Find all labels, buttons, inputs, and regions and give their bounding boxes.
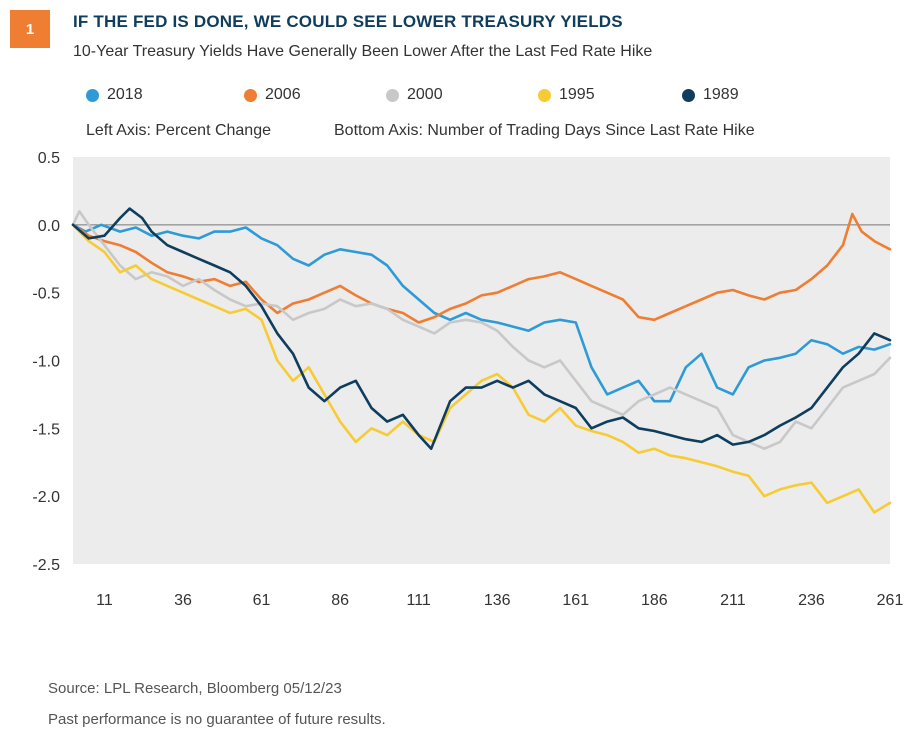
series-line-2000: [71, 210, 892, 450]
legend-label-1995: 1995: [559, 86, 595, 103]
x-tick-label: 161: [562, 592, 589, 609]
legend-marker-1989: [682, 88, 695, 102]
x-tick-label: 236: [798, 592, 825, 609]
legend-item-2018: 2018: [86, 86, 143, 104]
x-tick-label: 86: [331, 592, 349, 609]
series-line-2018: [71, 223, 892, 403]
series-line-2006: [71, 212, 892, 324]
chart-title: IF THE FED IS DONE, WE COULD SEE LOWER T…: [73, 12, 623, 31]
legend-marker-2018: [86, 88, 99, 102]
x-tick-label: 211: [720, 592, 746, 609]
source-note: Source: LPL Research, Bloomberg 05/12/23: [48, 680, 342, 697]
y-tick-label: -0.5: [32, 286, 60, 303]
legend-label-1989: 1989: [703, 86, 739, 103]
x-tick-label: 136: [484, 592, 511, 609]
legend-item-2000: 2000: [386, 86, 443, 104]
line-chart: 0.5 0.0 -0.5 -1.0 -1.5 -2.0 -2.5 11 36 61 86 111 136…: [32, 150, 904, 609]
legend-item-1995: 1995: [538, 86, 595, 104]
bottom-axis-note: Bottom Axis: Number of Trading Days Sinc…: [334, 122, 755, 139]
x-tick-label: 61: [253, 592, 271, 609]
y-tick-label: -1.0: [32, 354, 60, 371]
y-tick-label: -1.5: [32, 421, 60, 438]
legend-item-1989: 1989: [682, 86, 739, 104]
legend-marker-2006: [244, 88, 257, 102]
legend: 2018 2006 2000 1995 1989: [86, 86, 826, 108]
series-line-1989: [71, 207, 892, 450]
legend-item-2006: 2006: [244, 86, 301, 104]
legend-marker-2000: [386, 88, 399, 102]
x-tick-label: 111: [406, 592, 430, 609]
x-tick-label: 36: [174, 592, 192, 609]
disclaimer: Past performance is no guarantee of futu…: [48, 711, 386, 728]
x-tick-label: 186: [641, 592, 668, 609]
left-axis-note: Left Axis: Percent Change: [86, 122, 271, 139]
legend-label-2006: 2006: [265, 86, 301, 103]
figure-number: 1: [25, 20, 35, 38]
chart-subtitle: 10-Year Treasury Yields Have Generally B…: [73, 43, 653, 60]
legend-label-2018: 2018: [107, 86, 143, 103]
series-line-1995: [71, 223, 892, 514]
figure-number-badge: 1: [10, 10, 50, 48]
y-tick-label: 0.5: [38, 150, 60, 167]
legend-marker-1995: [538, 88, 551, 102]
y-tick-label: -2.5: [32, 557, 60, 574]
x-tick-label: 261: [877, 592, 904, 609]
legend-label-2000: 2000: [407, 86, 443, 103]
x-tick-label: 11: [96, 592, 113, 609]
y-tick-label: -2.0: [32, 489, 60, 506]
y-tick-label: 0.0: [38, 218, 60, 235]
